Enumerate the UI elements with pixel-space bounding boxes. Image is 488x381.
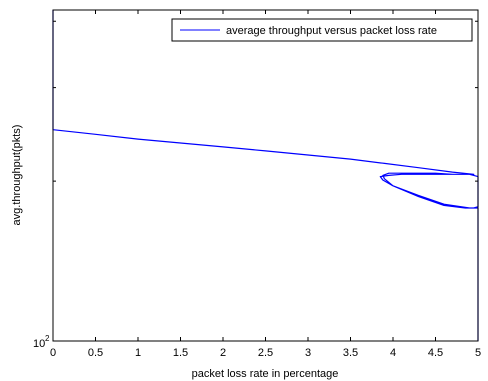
x-tick-label: 2	[220, 347, 226, 359]
x-tick-label: 1	[135, 347, 141, 359]
series-line-0	[52, 10, 479, 341]
series-layer	[52, 10, 479, 341]
legend-entry-label: average throughput versus packet loss ra…	[226, 25, 437, 37]
x-tick-label: 4.5	[428, 347, 443, 359]
x-tick-label: 1.5	[173, 347, 188, 359]
x-axis-label: packet loss rate in percentage	[192, 368, 339, 380]
legend-box	[171, 18, 473, 42]
plot-background	[53, 10, 478, 341]
x-tick-label: 2.5	[258, 347, 273, 359]
x-axis-ticks: 0 0.5 1 1.5 2 2.5 3 3.5 4 4.5 5	[50, 10, 481, 359]
x-tick-label: 0.5	[88, 347, 103, 359]
x-tick-label: 3	[305, 347, 311, 359]
y-tick-label-100-base: 10	[33, 338, 45, 350]
x-tick-label: 3.5	[343, 347, 358, 359]
x-tick-label: 0	[50, 347, 56, 359]
x-tick-label: 5	[475, 347, 481, 359]
legend: average throughput versus packet loss ra…	[171, 18, 473, 42]
y-tick-label-100-exp: 2	[45, 334, 50, 343]
y-axis-ticks	[53, 20, 478, 342]
x-tick-label: 4	[390, 347, 396, 359]
y-axis-label: avg.throughput(pkts)	[11, 125, 23, 226]
